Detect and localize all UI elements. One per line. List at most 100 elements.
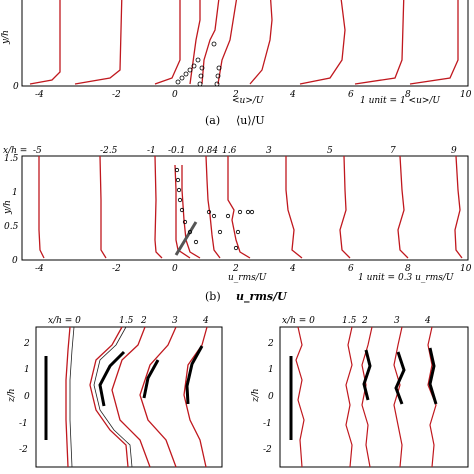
experiment-point: [235, 229, 241, 235]
station-label: 3: [172, 316, 178, 326]
experiment-point: [206, 209, 212, 215]
profile-line: [111, 326, 151, 468]
experiment-point: [175, 177, 181, 183]
profile-line: [354, 0, 405, 85]
panel-a-frame: [21, 0, 469, 87]
panel-d-ytick: -1: [263, 419, 272, 429]
panel-b-xtick: 8: [405, 264, 411, 274]
experiment-point: [199, 65, 205, 71]
experiment-point: [187, 229, 193, 235]
panel-c-ytick: -2: [19, 445, 28, 455]
panel-a-xtick: -2: [112, 90, 121, 100]
experiment-point: [179, 75, 185, 81]
panel-d-ytick: 2: [267, 339, 274, 349]
profile-line: [183, 326, 208, 468]
panel-d-experiment: [362, 347, 438, 405]
panel-b-xtick: 6: [348, 264, 354, 274]
station-label: -2.5: [100, 146, 118, 156]
profile-line: [174, 164, 191, 259]
panel-b-ytick: 0.5: [4, 222, 19, 232]
experiment-point: [177, 197, 183, 203]
profile-line: [393, 326, 403, 468]
experiment-point: [245, 209, 251, 215]
panel-b-xtick: -2: [112, 264, 121, 274]
experiment-series: [185, 345, 204, 405]
panel-b-xtick: 0: [172, 264, 178, 274]
experiment-point: [187, 67, 193, 73]
station-label: 9: [451, 146, 457, 156]
profile-line: [139, 326, 177, 468]
profile-line: [29, 0, 61, 85]
profile-line: [189, 0, 201, 85]
panel-c: x/h = 0 1.5 2 3 4 z/h 2 1 0 -1 -2: [7, 316, 223, 468]
panel-d-station-prefix: x/h = 0: [282, 316, 315, 326]
panel-a-profiles: [29, 0, 459, 85]
experiment-point: [195, 57, 201, 63]
experiment-series: [428, 347, 438, 405]
caption-b-tag: (b): [205, 290, 221, 303]
panel-d-ylabel: z/h: [251, 388, 261, 403]
profile-line: [249, 0, 273, 85]
panel-a-xtick: -4: [35, 90, 44, 100]
panel-a-xtick: 2: [232, 90, 239, 100]
profile-line: [397, 155, 409, 259]
panel-a-xtick: 4: [289, 90, 296, 100]
station-label: 4: [202, 316, 209, 326]
profile-line: [361, 326, 373, 468]
panel-b-unit-note: 1 unit = 0.3 u_rms/U: [358, 273, 454, 283]
panel-b-frame: [21, 155, 469, 261]
experiment-point: [217, 229, 223, 235]
experiment-point: [237, 209, 243, 215]
experiment-series: [98, 350, 126, 407]
panel-b-profiles: [38, 155, 463, 259]
experiment-point: [193, 239, 199, 245]
profile-line: [201, 0, 220, 85]
panel-c-ylabel: z/h: [7, 388, 17, 403]
profile-line: [74, 0, 123, 85]
panel-a-ylabel: y/h: [1, 30, 11, 45]
experiment-point: [216, 65, 222, 71]
panel-b-ytick: 1.5: [4, 154, 19, 164]
profile-line: [154, 0, 181, 85]
panel-b-experiment: [174, 167, 255, 251]
experiment-point: [191, 63, 197, 69]
panel-c-ytick: 2: [23, 339, 30, 349]
panel-b-station-labels: x/h = -5 -2.5 -1 -0.1 0.84 1.6 3 5 7 9: [3, 146, 457, 156]
experiment-point: [233, 245, 239, 251]
station-label: 1.5: [119, 316, 134, 326]
experiment-point: [174, 167, 180, 173]
profile-line: [409, 0, 459, 85]
station-label: -1: [147, 146, 156, 156]
station-label: 3: [266, 146, 272, 156]
experiment-point: [179, 207, 185, 213]
panel-b-xtick: 10: [460, 264, 472, 274]
station-label: 3: [394, 316, 400, 326]
panel-b-xticks: -4 -2 0 2 4 6 8 10: [35, 264, 472, 274]
panel-c-yticks: 2 1 0 -1 -2: [19, 339, 30, 455]
profile-line: [93, 326, 133, 468]
experiment-point: [211, 41, 217, 47]
station-label: 0.84: [198, 146, 218, 156]
panel-c-station-prefix: x/h = 0: [48, 316, 81, 326]
station-label: 7: [390, 146, 396, 156]
panel-a-experiment: [175, 41, 222, 87]
experiment-point: [225, 213, 231, 219]
experiment-point: [176, 187, 182, 193]
panel-a-xticks: -4 -2 0 2 4 6 8 10: [35, 90, 472, 100]
panel-c-ytick: 0: [24, 392, 30, 402]
panel-b-yticks: 1.5 1 0.5 0: [4, 154, 19, 266]
profile-line: [65, 326, 71, 468]
profile-line: [285, 156, 303, 259]
station-label: 1.5: [342, 316, 357, 326]
panel-d: x/h = 0 1.5 2 3 4 z/h 2 1 0 -1 -2: [251, 316, 469, 468]
profile-line: [454, 155, 463, 259]
panel-b-wall-marker: [174, 221, 198, 256]
profile-line: [345, 326, 353, 468]
station-label: -5: [33, 146, 42, 156]
profile-line: [181, 165, 201, 259]
experiment-series: [142, 359, 160, 399]
panel-c-frame: [35, 326, 223, 468]
experiment-point: [198, 73, 204, 79]
experiment-point: [249, 209, 255, 215]
